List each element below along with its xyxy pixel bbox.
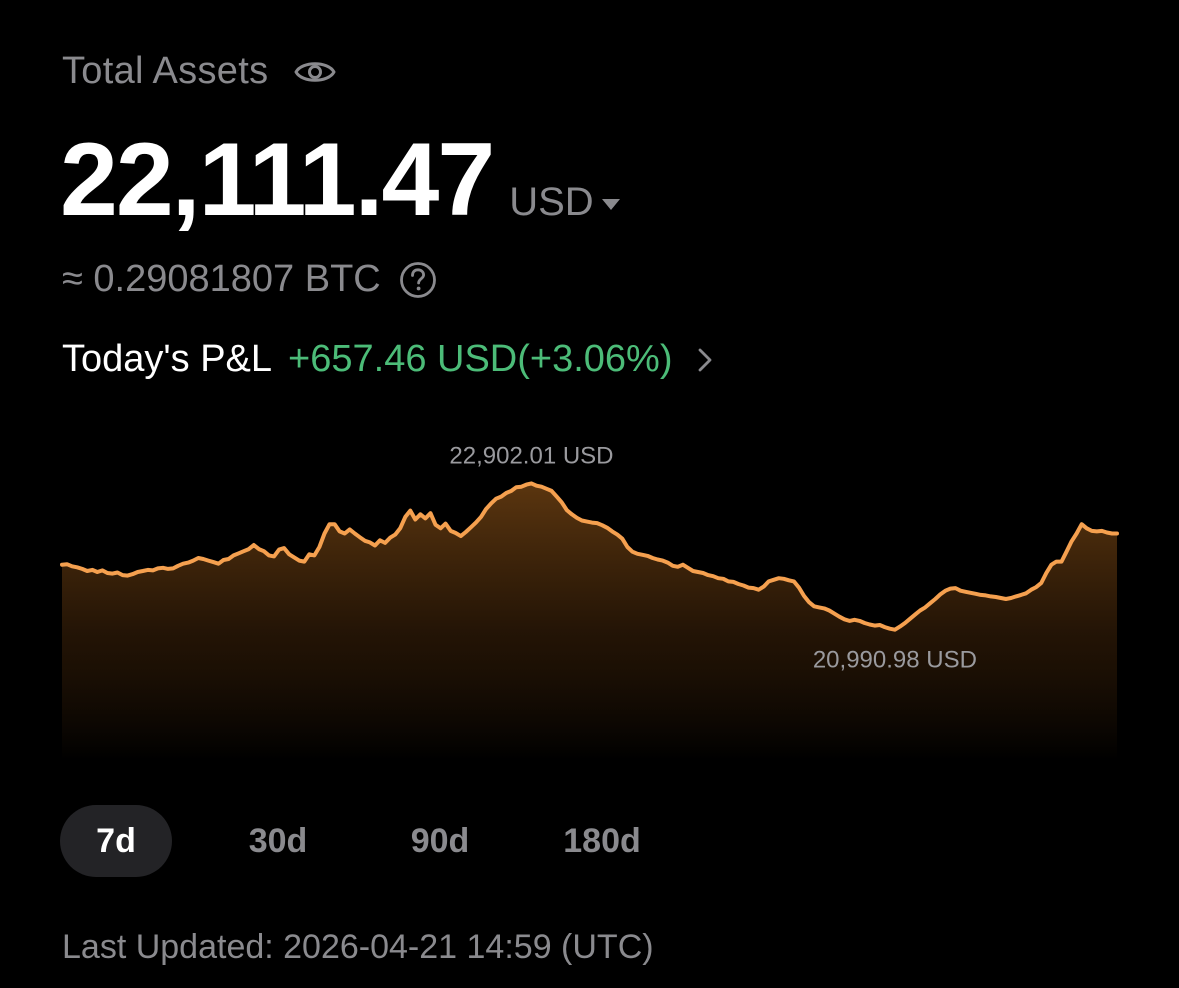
question-circle-icon[interactable] [399, 261, 437, 299]
chart-area-fill [62, 483, 1117, 760]
range-tabs: 7d 30d 90d 180d [60, 805, 708, 877]
assets-chart[interactable]: 22,902.01 USD 20,990.98 USD [0, 420, 1179, 780]
tab-30d[interactable]: 30d [248, 821, 308, 860]
chart-min-label: 20,990.98 USD [813, 647, 977, 674]
currency-label: USD [509, 180, 594, 224]
total-balance-value: 22,111.47 [60, 122, 495, 238]
total-assets-label: Total Assets [62, 50, 269, 92]
last-updated-text: Last Updated: 2026-04-21 14:59 (UTC) [62, 928, 654, 966]
tab-180d[interactable]: 180d [563, 821, 641, 860]
currency-selector[interactable]: USD [509, 180, 620, 225]
balance-row: 22,111.47 USD [60, 128, 620, 232]
pnl-value: +657.46 USD(+3.06%) [288, 338, 673, 380]
btc-equivalent-value: ≈ 0.29081807 BTC [62, 258, 381, 300]
chart-series-line [60, 481, 1119, 632]
tab-90d[interactable]: 90d [410, 821, 470, 860]
total-assets-header: Total Assets [62, 50, 336, 93]
caret-down-icon [601, 199, 620, 210]
pnl-label: Today's P&L [62, 338, 273, 380]
todays-pnl-row[interactable]: Today's P&L +657.46 USD(+3.06%) [62, 338, 713, 381]
chart-max-label: 22,902.01 USD [449, 442, 613, 469]
chevron-right-icon [698, 348, 711, 371]
tab-7d[interactable]: 7d [60, 805, 172, 877]
eye-icon[interactable] [294, 57, 336, 87]
btc-equivalent-row: ≈ 0.29081807 BTC [62, 258, 437, 301]
